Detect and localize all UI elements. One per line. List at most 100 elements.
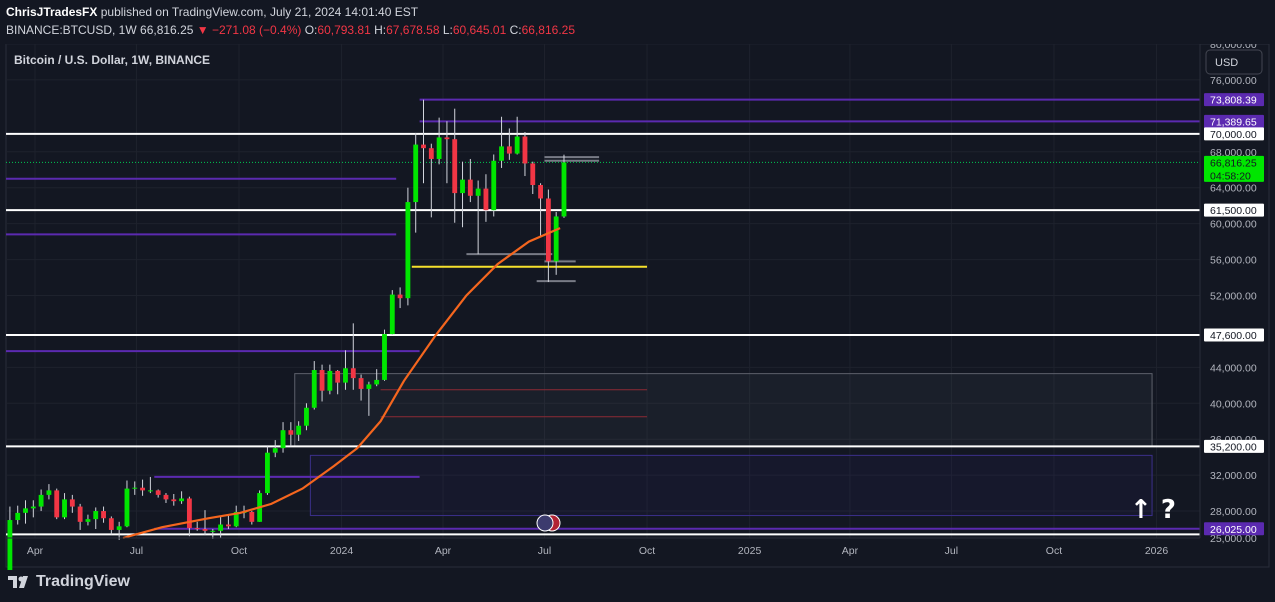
candle-body xyxy=(304,407,309,426)
candle-body xyxy=(311,370,317,408)
y-tick-label: 40,000.00 xyxy=(1210,398,1257,410)
price-label: 70,000.00 xyxy=(1210,129,1257,141)
open-label: O: xyxy=(304,23,318,37)
price-label: 61,500.00 xyxy=(1210,205,1257,217)
x-tick-label: 2024 xyxy=(330,545,354,557)
candle-body xyxy=(54,490,60,518)
author-name[interactable]: ChrisJTradesFX xyxy=(6,5,98,19)
candle-body xyxy=(155,490,161,495)
candle-body xyxy=(561,162,567,217)
candle-body xyxy=(545,198,551,262)
published-text: published on TradingView.com, July 21, 2… xyxy=(100,5,419,19)
candle-body xyxy=(389,294,395,335)
candle-body xyxy=(249,511,255,522)
y-tick-label: 52,000.00 xyxy=(1210,290,1257,302)
candle-body xyxy=(530,163,536,186)
x-tick-label: Jul xyxy=(538,545,551,557)
candle-body xyxy=(116,526,122,530)
candle-body xyxy=(436,137,442,159)
price-label-bg xyxy=(1204,203,1264,217)
price-label-bg xyxy=(1204,439,1264,453)
candle-body xyxy=(194,528,200,530)
candle-body xyxy=(452,139,458,194)
low-label: L: xyxy=(442,23,453,37)
price-label-bg xyxy=(1204,114,1264,128)
close-value: 66,816.25 xyxy=(521,23,575,37)
price-label-bg xyxy=(1204,155,1264,182)
currency-button[interactable]: USD xyxy=(1215,57,1238,69)
annotation-arrow-question: ↑ ? xyxy=(1130,495,1176,525)
publish-line: ChrisJTradesFX published on TradingView.… xyxy=(6,5,418,19)
price-chart[interactable]: 80,000.00 76,000.00 68,000.00 64,000.00 60,0… xyxy=(0,44,1275,570)
candle-body xyxy=(93,511,99,520)
candle-body xyxy=(350,368,356,379)
candle-body xyxy=(124,488,130,527)
candle-body xyxy=(475,188,481,196)
price-label: 71,389.65 xyxy=(1210,116,1257,128)
legend-title: Bitcoin / U.S. Dollar, 1W, BINANCE xyxy=(14,53,210,67)
y-tick-label: 64,000.00 xyxy=(1210,183,1257,195)
low-value: 60,645.01 xyxy=(452,23,507,37)
price-axis[interactable]: 80,000.00 76,000.00 68,000.00 64,000.00 60,0… xyxy=(1199,44,1264,545)
candle-body xyxy=(186,498,192,529)
candle-body xyxy=(171,499,177,502)
candle-body xyxy=(69,499,75,507)
y-tick-label: 44,000.00 xyxy=(1210,362,1257,374)
time-axis[interactable]: Apr Jul Oct 2024 Apr Jul Oct 2025 Apr Jul Oct 2026 xyxy=(6,537,1200,557)
candle-body xyxy=(374,379,380,385)
countdown-label: 04:58:20 xyxy=(1210,170,1251,182)
candle-body xyxy=(553,216,559,262)
y-tick-label: 25,000.00 xyxy=(1210,533,1257,545)
candle-body xyxy=(210,530,216,532)
y-tick-label: 32,000.00 xyxy=(1210,470,1257,482)
candles xyxy=(7,99,567,570)
last-price: 66,816.25 xyxy=(140,23,194,37)
price-label-bg xyxy=(1204,522,1264,536)
candle-body xyxy=(147,490,153,492)
candle-body xyxy=(7,520,13,570)
zone-box xyxy=(294,373,1153,447)
symbol-label: BINANCE:BTCUSD, 1W xyxy=(6,23,137,37)
candle-body xyxy=(343,368,348,383)
candle-body xyxy=(280,430,286,449)
candle-body xyxy=(296,425,302,435)
price-change: ▼ −271.08 (−0.4%) xyxy=(196,23,302,37)
candle-body xyxy=(46,490,52,495)
candle-body xyxy=(444,137,450,140)
price-label-bg xyxy=(1204,328,1264,342)
price-label: 73,808.39 xyxy=(1210,95,1257,107)
price-label: 35,200.00 xyxy=(1210,441,1257,453)
candle-body xyxy=(397,294,403,299)
candle-body xyxy=(202,529,208,531)
candle-body xyxy=(132,487,138,489)
footer: TradingView xyxy=(8,573,130,591)
candle-body xyxy=(108,518,114,530)
x-tick-label: Apr xyxy=(842,545,859,557)
y-tick-label: 28,000.00 xyxy=(1210,506,1257,518)
candle-body xyxy=(327,370,333,391)
candle-body xyxy=(491,160,497,211)
candle-body xyxy=(23,508,28,513)
price-label: 66,816.25 xyxy=(1210,157,1257,169)
candle-body xyxy=(179,498,185,502)
candle-body xyxy=(467,179,473,196)
candle-body xyxy=(233,511,239,527)
events-flag[interactable] xyxy=(536,514,561,532)
zones xyxy=(294,373,1153,517)
brand-name[interactable]: TradingView xyxy=(36,573,130,590)
candle-body xyxy=(62,499,67,518)
candle-body xyxy=(483,188,489,211)
currency-button-frame[interactable] xyxy=(1205,49,1263,75)
ohlc-line: BINANCE:BTCUSD, 1W 66,816.25 ▼ −271.08 (… xyxy=(6,23,575,37)
chart-frame xyxy=(5,44,1270,568)
candle-body xyxy=(272,448,278,453)
candle-body xyxy=(85,519,91,522)
candle-body xyxy=(225,524,231,527)
candle-body xyxy=(319,370,325,391)
level-lines xyxy=(6,98,1200,536)
price-label-bg xyxy=(1204,127,1264,141)
candle-body xyxy=(288,430,294,435)
tradingview-logo-icon xyxy=(8,576,28,588)
y-tick-label: 56,000.00 xyxy=(1210,255,1257,267)
candle-body xyxy=(382,334,387,380)
